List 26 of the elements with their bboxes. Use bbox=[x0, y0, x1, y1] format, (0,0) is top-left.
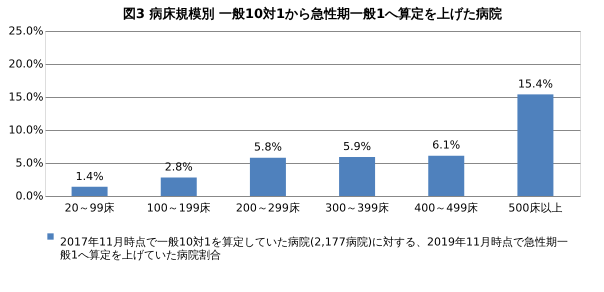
bar bbox=[160, 178, 197, 196]
bar bbox=[428, 156, 464, 196]
data-label: 15.4% bbox=[518, 77, 553, 90]
data-label: 1.4% bbox=[76, 170, 104, 183]
y-tick-label: 10.0% bbox=[8, 124, 44, 136]
y-tick-label: 0.0% bbox=[16, 190, 44, 202]
x-tick-label: 400～499床 bbox=[414, 202, 478, 214]
x-tick-label: 200～299床 bbox=[236, 202, 300, 214]
x-tick-label: 20～99床 bbox=[64, 202, 115, 214]
legend-label: 2017年11月時点で一般10対1を算定していた病院(2,177病院)に対する、2019年11月時点で急性期一般1へ算定を上げていた病院割合 bbox=[60, 236, 568, 262]
bar bbox=[250, 158, 286, 196]
bar bbox=[72, 186, 108, 196]
y-tick-label: 20.0% bbox=[8, 58, 44, 70]
bar bbox=[517, 94, 554, 196]
x-tick-label: 500床以上 bbox=[508, 202, 562, 214]
x-tick-label: 300～399床 bbox=[325, 202, 390, 214]
bar bbox=[339, 157, 376, 196]
x-tick-label: 100～199床 bbox=[146, 202, 211, 214]
chart-title: 図3 病床規模別 一般10対1から急性期一般1へ算定を上げた病院 bbox=[122, 6, 502, 22]
data-label: 5.9% bbox=[343, 140, 372, 154]
data-label: 6.1% bbox=[432, 138, 460, 152]
y-tick-label: 25.0% bbox=[8, 24, 44, 38]
y-tick-label: 5.0% bbox=[16, 156, 44, 170]
data-label: 5.8% bbox=[254, 140, 282, 154]
y-tick-label: 15.0% bbox=[8, 90, 44, 104]
data-label: 2.8% bbox=[164, 160, 193, 174]
